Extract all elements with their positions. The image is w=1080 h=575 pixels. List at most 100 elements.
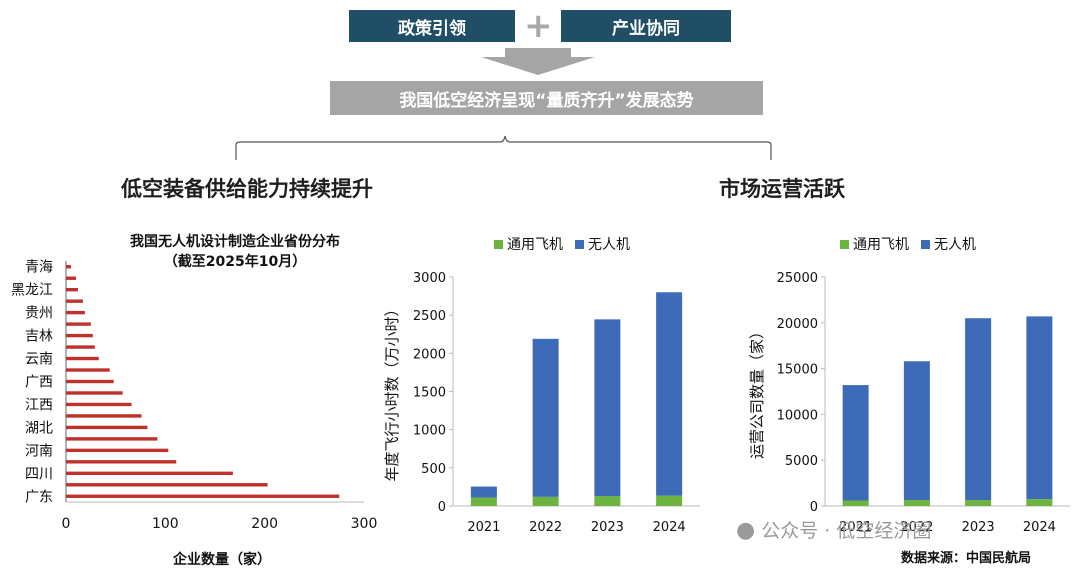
legend-swatch bbox=[575, 240, 584, 249]
bar-segment bbox=[903, 500, 930, 506]
province-label: 河南 bbox=[25, 443, 53, 459]
province-bar bbox=[66, 276, 76, 280]
bar-segment bbox=[842, 385, 869, 501]
x-tick-label: 2021 bbox=[467, 520, 500, 535]
y-tick-label: 3000 bbox=[413, 271, 446, 286]
y-tick-label: 5000 bbox=[785, 454, 818, 469]
province-bar bbox=[66, 448, 169, 453]
x-axis-title: 企业数量（家） bbox=[172, 551, 271, 568]
x-tick-label: 2021 bbox=[839, 520, 872, 535]
province-label: 江西 bbox=[25, 397, 53, 413]
y-axis-title: 年度飞行小时数（万小时） bbox=[383, 301, 401, 481]
wechat-icon: ● bbox=[736, 518, 756, 543]
bar-segment bbox=[594, 496, 621, 506]
policy-guidance-label: 政策引领 bbox=[398, 18, 466, 39]
legend-swatch bbox=[840, 240, 849, 249]
x-tick-label: 200 bbox=[251, 516, 278, 532]
y-tick-label: 1500 bbox=[413, 386, 446, 401]
y-tick-label: 25000 bbox=[777, 271, 818, 286]
province-bar bbox=[66, 379, 114, 384]
x-tick-label: 2023 bbox=[962, 520, 995, 535]
bar-segment bbox=[532, 338, 559, 497]
province-label: 吉林 bbox=[25, 329, 53, 345]
province-label: 广西 bbox=[25, 375, 53, 391]
flight-hours-chart: 0 500 1000 1500 2000 2500 3000 2021 2022 2023 2024… bbox=[383, 237, 700, 535]
province-bar bbox=[66, 265, 71, 269]
y-tick-label: 2000 bbox=[413, 347, 446, 362]
bar-segment bbox=[842, 500, 869, 506]
province-label: 青海 bbox=[25, 260, 53, 276]
province-bar bbox=[66, 322, 91, 326]
x-tick-label: 2023 bbox=[591, 520, 624, 535]
province-label: 广东 bbox=[25, 489, 53, 505]
bar-segment bbox=[903, 361, 930, 501]
province-bar bbox=[66, 425, 148, 430]
y-tick-label: 1000 bbox=[413, 424, 446, 439]
policy-guidance-box: 政策引领 bbox=[349, 10, 515, 42]
province-bar bbox=[66, 333, 93, 338]
data-source: 数据来源：中国民航局 bbox=[901, 551, 1032, 566]
left-heading: 低空装备供给能力持续提升 bbox=[121, 177, 373, 201]
province-bar bbox=[66, 402, 132, 407]
bar-segment bbox=[1026, 499, 1053, 506]
x-tick-label: 2022 bbox=[529, 520, 562, 535]
header-decorations bbox=[235, 48, 772, 160]
y-tick-label: 500 bbox=[421, 462, 446, 477]
province-bar bbox=[66, 299, 83, 303]
y-tick-label: 2500 bbox=[413, 309, 446, 324]
province-bar bbox=[66, 287, 78, 292]
bar-segment bbox=[1026, 316, 1053, 500]
province-bar bbox=[66, 471, 233, 476]
province-label: 湖北 bbox=[25, 420, 53, 436]
watermark: ● 公众号 · 低空经济圈 bbox=[736, 516, 931, 543]
bar-segment bbox=[965, 500, 992, 506]
left-chart-title-line1: 我国无人机设计制造企业省份分布 bbox=[130, 234, 340, 250]
y-tick-label: 15000 bbox=[777, 363, 818, 378]
legend-swatch bbox=[921, 240, 930, 249]
legend-label: 通用飞机 bbox=[853, 237, 909, 253]
province-distribution-chart: 广东 四川 河南 湖北 江西 广西 云南 吉林 贵州 黑龙江 青海 0 100 200 300 企业数量（家） bbox=[11, 260, 378, 568]
operating-companies-chart: 0 5000 10000 15000 20000 25000 2021 2022 2023 202… bbox=[748, 237, 1070, 535]
x-tick-label: 2024 bbox=[1023, 520, 1056, 535]
province-bar bbox=[66, 356, 99, 361]
x-tick-label: 300 bbox=[351, 516, 378, 532]
province-bar bbox=[66, 310, 85, 315]
province-bar bbox=[66, 345, 95, 349]
province-bar bbox=[66, 437, 158, 441]
province-bar bbox=[66, 368, 110, 372]
province-label: 云南 bbox=[25, 352, 53, 368]
y-tick-label: 10000 bbox=[777, 408, 818, 423]
bar-segment bbox=[656, 292, 683, 496]
province-bar bbox=[66, 414, 142, 418]
legend-label: 无人机 bbox=[588, 237, 630, 253]
watermark-text: 公众号 · 低空经济圈 bbox=[761, 520, 932, 542]
x-tick-label: 2024 bbox=[653, 520, 686, 535]
y-axis-title: 运营公司数量（家） bbox=[748, 324, 766, 459]
trend-banner: 我国低空经济呈现“量质齐升”发展态势 bbox=[330, 81, 763, 115]
down-arrow-icon bbox=[481, 48, 595, 75]
right-heading: 市场运营活跃 bbox=[719, 177, 845, 201]
y-tick-label: 0 bbox=[438, 500, 446, 515]
province-bar bbox=[66, 460, 177, 464]
left-chart-title-line2: （截至2025年10月） bbox=[163, 254, 307, 270]
trend-banner-text: 我国低空经济呈现“量质齐升”发展态势 bbox=[399, 90, 694, 111]
bar-segment bbox=[656, 495, 683, 506]
province-label: 四川 bbox=[25, 466, 53, 482]
province-label: 贵州 bbox=[25, 306, 53, 322]
brace-icon bbox=[235, 135, 772, 160]
y-tick-label: 20000 bbox=[777, 317, 818, 332]
bar-segment bbox=[532, 496, 559, 506]
legend-label: 通用飞机 bbox=[507, 237, 563, 253]
y-tick-label: 0 bbox=[810, 500, 818, 515]
bar-segment bbox=[470, 486, 497, 498]
bar-segment bbox=[965, 318, 992, 501]
plus-sign: + bbox=[524, 6, 553, 46]
industry-synergy-box: 产业协同 bbox=[561, 10, 731, 42]
industry-synergy-label: 产业协同 bbox=[612, 18, 680, 39]
x-tick-label: 100 bbox=[152, 516, 179, 532]
legend-label: 无人机 bbox=[934, 237, 976, 253]
bar-segment bbox=[470, 497, 497, 506]
province-label: 黑龙江 bbox=[11, 283, 53, 299]
bar-segment bbox=[594, 319, 621, 497]
province-bar bbox=[66, 391, 123, 395]
